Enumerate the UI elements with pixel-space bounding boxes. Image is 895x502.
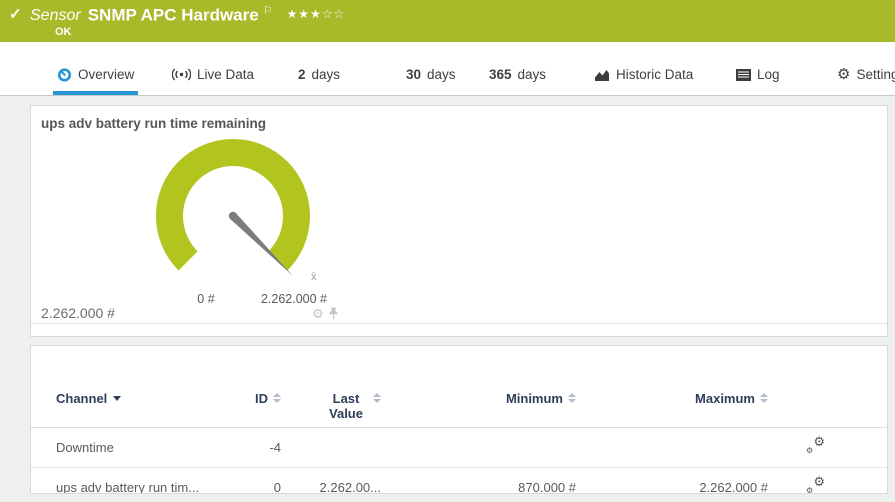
table-header-row: Channel ID Last Value Minimum Maximum [31,346,887,428]
cell-maximum [576,428,768,468]
gear-small: ⚙ [806,486,814,494]
column-header-minimum[interactable]: Minimum [381,346,576,428]
sensor-titleline: Sensor SNMP APC Hardware ⚐ ★★★☆☆ [30,4,345,25]
cell-actions: ⚙ ⚙ [768,468,887,494]
settings-gear-icon: ⚙ [837,66,851,83]
cell-id: 0 [273,480,281,494]
gauge-widget-controls: ⚙ [312,307,339,320]
gauge-scale-max-label: 2.262.000 # [260,292,328,306]
column-header-minimum-label: Minimum [505,391,563,406]
widget-settings-gear-icon[interactable]: ⚙ [312,306,324,321]
column-header-channel-label: Channel [56,391,108,406]
column-header-maximum[interactable]: Maximum [576,346,768,428]
widget-divider [31,323,887,324]
cell-minimum [381,428,576,468]
column-header-maximum-label: Maximum [695,391,755,406]
battery-runtime-gauge [156,139,310,276]
tab-overview-label: Overview [78,67,135,82]
tab-30-days[interactable]: 30 days [402,67,460,95]
cell-last-value: 2.262.00... [319,480,381,494]
cell-minimum: 870.000 # [518,480,576,494]
gear-large: ⚙ [813,474,825,489]
column-header-id-label: ID [255,391,268,406]
sensor-title: SNMP APC Hardware [87,5,259,25]
flag-icon[interactable]: ⚐ [262,5,273,17]
tab-settings[interactable]: ⚙ Settings [833,67,895,95]
tab-live-data-label: Live Data [197,67,255,82]
log-list-icon [736,68,751,81]
tab-overview[interactable]: Overview [53,67,139,95]
area-chart-icon [595,69,609,81]
table-row-downtime[interactable]: Downtime -4 ⚙ ⚙ [31,428,887,468]
column-header-last-value[interactable]: Last Value [281,346,381,428]
status-badge: OK [55,26,72,38]
tab-historic-data-label: Historic Data [616,67,694,82]
live-broadcast-icon [172,68,191,81]
tab-2-days-label: days [311,67,341,82]
tab-30-days-label: days [427,67,456,82]
tab-365-days-number: 365 [489,67,512,82]
cell-channel: ups adv battery run tim... [56,480,200,494]
gauge-last-value: 2.262.000 # [41,305,115,321]
tab-2-days[interactable]: 2 days [294,67,344,95]
ok-check-icon: ✓ [9,6,22,23]
sort-icon [373,393,381,403]
sensor-header: ✓ Sensor SNMP APC Hardware ⚐ ★★★☆☆ OK [0,0,895,42]
sort-icon [760,393,768,403]
sort-icon [273,393,281,403]
channels-table-panel: Channel ID Last Value Minimum Maximum Do… [30,345,888,494]
tab-2-days-number: 2 [298,67,306,82]
cell-channel: Downtime [56,440,114,455]
channels-table: Channel ID Last Value Minimum Maximum Do… [31,346,887,494]
tab-live-data[interactable]: Live Data [168,67,258,95]
gauge-needle [230,213,293,276]
cell-last-value [281,428,381,468]
column-header-last-value-label: Last Value [329,391,363,421]
tab-30-days-number: 30 [406,67,422,82]
sort-desc-icon [113,396,122,401]
gauge-icon [57,68,72,82]
channel-settings-gears-icon[interactable]: ⚙ ⚙ [806,434,825,455]
gauge-scale-min-label: 0 # [197,292,215,306]
gear-small: ⚙ [806,446,814,455]
channel-settings-gears-icon[interactable]: ⚙ ⚙ [806,474,825,494]
tab-log-label: Log [757,67,780,82]
column-header-actions [768,346,887,428]
cell-id: -4 [269,440,281,455]
table-row-battery-runtime[interactable]: ups adv battery run tim... 0 2.262.00...… [31,468,887,494]
column-header-channel[interactable]: Channel [31,346,246,428]
object-kind-label: Sensor [30,7,81,25]
pin-icon[interactable] [328,307,339,320]
gear-large: ⚙ [813,434,825,449]
tab-365-days-label: days [517,67,547,82]
tab-log[interactable]: Log [732,67,784,95]
gauge-title: ups adv battery run time remaining [41,116,267,131]
cell-actions: ⚙ ⚙ [768,428,887,468]
tab-settings-label: Settings [856,67,895,82]
tab-365-days[interactable]: 365 days [485,67,550,95]
priority-stars[interactable]: ★★★☆☆ [286,7,346,22]
gauge-arc [156,139,310,271]
tab-historic-data[interactable]: Historic Data [590,67,697,95]
cell-maximum: 2.262.000 # [699,480,768,494]
column-header-id[interactable]: ID [246,346,281,428]
gauge-mean-marker: x̄ [311,271,317,283]
tab-bar: Overview Live Data 2 days 30 days 365 da… [0,42,895,96]
sort-icon [568,393,576,403]
gauge-widget-panel: ups adv battery run time remaining x̄ 0 … [30,105,888,337]
